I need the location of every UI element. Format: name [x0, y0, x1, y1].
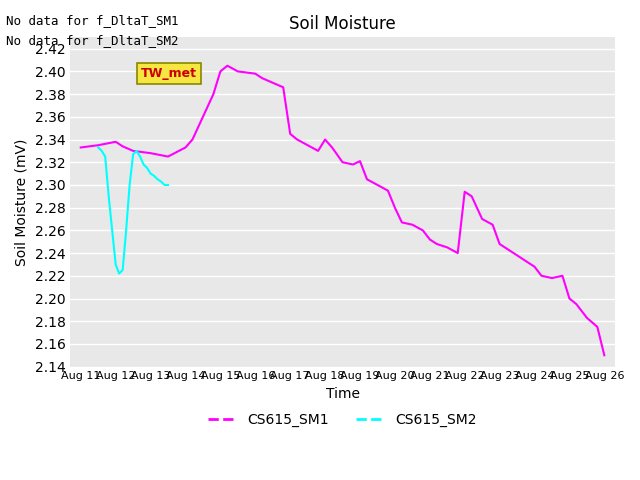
Title: Soil Moisture: Soil Moisture	[289, 15, 396, 33]
X-axis label: Time: Time	[326, 387, 360, 401]
Text: TW_met: TW_met	[141, 67, 197, 80]
Text: No data for f_DltaT_SM1: No data for f_DltaT_SM1	[6, 14, 179, 27]
Legend: CS615_SM1, CS615_SM2: CS615_SM1, CS615_SM2	[203, 407, 483, 432]
Y-axis label: Soil Moisture (mV): Soil Moisture (mV)	[15, 138, 29, 265]
Text: No data for f_DltaT_SM2: No data for f_DltaT_SM2	[6, 34, 179, 47]
